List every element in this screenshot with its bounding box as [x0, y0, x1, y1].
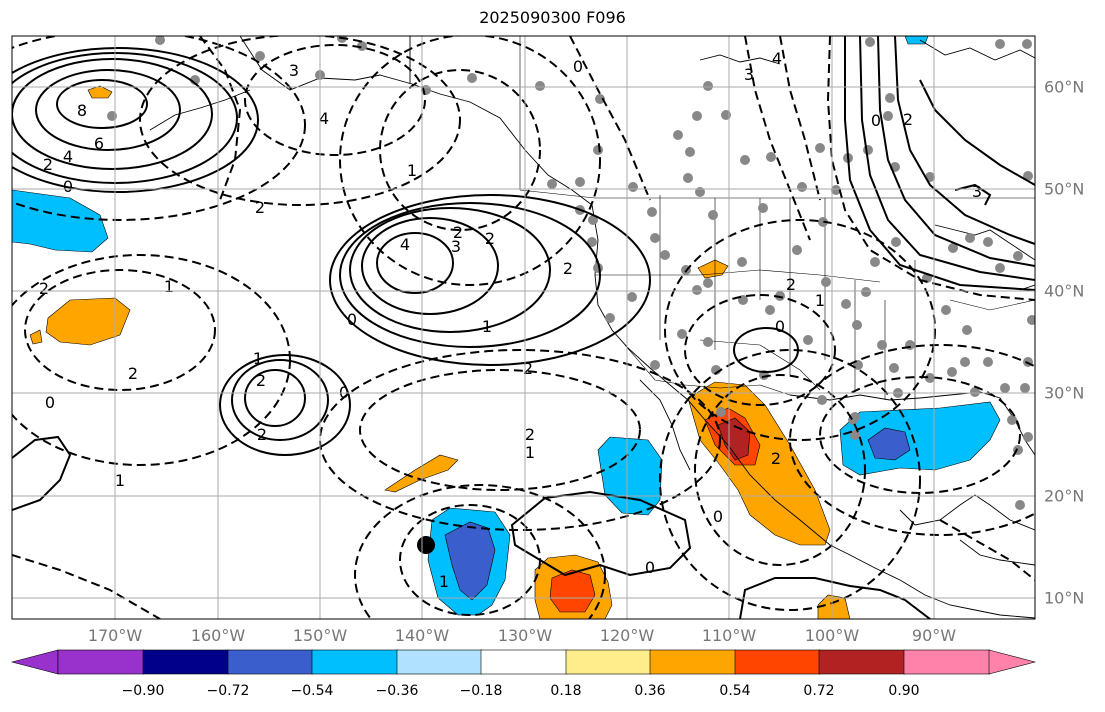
contour-label: 0 — [645, 558, 655, 577]
contour-label: 0 — [573, 57, 583, 76]
contour-label: 0 — [63, 177, 73, 196]
contours-dashed — [12, 36, 1035, 619]
contour-label: 1 — [815, 291, 825, 310]
contour-label: 1 — [115, 471, 125, 490]
colorbar-extend-low — [10, 649, 59, 675]
contour-label: 2 — [485, 229, 495, 248]
contour-label: 2 — [43, 155, 53, 174]
neg-anomaly-ne — [904, 36, 929, 45]
colorbar-tick-label: 0.72 — [803, 683, 835, 699]
lon-label: 150°W — [292, 626, 348, 645]
contour-label: 2 — [257, 425, 267, 444]
lon-label: 140°W — [394, 626, 450, 645]
lat-label: 60°N — [1044, 77, 1085, 97]
contour-label: 0 — [45, 393, 55, 412]
contour-label: 2 — [786, 275, 796, 294]
contour-label: 2 — [255, 198, 265, 217]
borders — [519, 36, 1035, 410]
colorbar-tick-label: −0.90 — [121, 683, 165, 699]
pos-anomaly-west — [45, 297, 131, 346]
lon-label: 110°W — [701, 626, 757, 645]
contour-label: 1 — [253, 349, 263, 368]
pos-anomaly-south-core — [549, 569, 596, 613]
contour-label: 8 — [77, 101, 87, 120]
lat-label: 40°N — [1044, 281, 1085, 301]
lon-label: 90°W — [911, 626, 957, 645]
colorbar-extend-high — [988, 649, 1037, 675]
contour-label: 3 — [451, 237, 461, 256]
map-title: 2025090300 F096 — [479, 8, 626, 27]
map-frame — [11, 35, 1036, 620]
contour-label: 1 — [525, 443, 535, 462]
colorbar-tick-label: −0.36 — [375, 683, 419, 699]
contour-label: 4 — [63, 147, 73, 166]
lon-label: 120°W — [599, 626, 655, 645]
lat-label: 30°N — [1044, 383, 1085, 403]
gridlines — [12, 36, 1035, 619]
lat-label: 20°N — [1044, 486, 1085, 506]
contour-label: 2 — [525, 425, 535, 444]
lon-label: 100°W — [804, 626, 860, 645]
colorbar-tick-label: −0.72 — [206, 683, 250, 699]
pos-anomaly-east — [817, 594, 851, 619]
pos-anomaly-small — [29, 329, 43, 345]
contour-label: 2 — [903, 110, 913, 129]
station-marker — [417, 536, 435, 554]
colorbar-tick-label: 0.18 — [550, 683, 582, 699]
contour-label: 3 — [972, 182, 982, 201]
contour-labels: 8 6 4 2 0 4 3 2 2 1 0 2 2 2 0 1 0 1 1 2 … — [39, 49, 982, 591]
contour-label: 0 — [347, 310, 357, 329]
contour-label: 4 — [319, 109, 329, 128]
lon-label: 170°W — [87, 626, 143, 645]
contour-label: 0 — [871, 111, 881, 130]
colorbar-tick-label: 0.54 — [719, 683, 751, 699]
colorbar-tick-label: −0.18 — [459, 683, 503, 699]
contour-label: 1 — [407, 161, 417, 180]
colorbar-tick-label: 0.36 — [634, 683, 666, 699]
neg-anomaly-west — [12, 189, 109, 253]
contour-label: 0 — [713, 507, 723, 526]
contour-label: 3 — [744, 65, 754, 84]
contour-label: 2 — [256, 371, 266, 390]
colorbar-tick-label: 0.90 — [888, 683, 920, 699]
contour-label: 1 — [439, 572, 449, 591]
neg-anomaly-south-core — [444, 521, 496, 601]
lon-label: 160°W — [190, 626, 246, 645]
contour-label: 3 — [289, 61, 299, 80]
contour-label: 2 — [771, 449, 781, 468]
contour-label: 2 — [128, 364, 138, 383]
contour-label: 1 — [164, 277, 174, 296]
contour-label: 4 — [400, 235, 410, 254]
contour-label: 4 — [772, 49, 782, 68]
contour-label: 1 — [482, 317, 492, 336]
contour-label: 6 — [94, 134, 104, 153]
contour-label: 0 — [775, 317, 785, 336]
contour-label: 2 — [39, 279, 49, 298]
contour-label: 2 — [523, 359, 533, 378]
contour-label: 2 — [563, 259, 573, 278]
contour-label: 2 — [453, 223, 463, 242]
lat-label: 50°N — [1044, 179, 1085, 199]
colorbar-tick-label: −0.54 — [290, 683, 334, 699]
colorbar — [10, 649, 1037, 675]
neg-anomaly-gulf-core — [867, 427, 911, 461]
lat-label: 10°N — [1044, 588, 1085, 608]
lon-label: 130°W — [497, 626, 553, 645]
